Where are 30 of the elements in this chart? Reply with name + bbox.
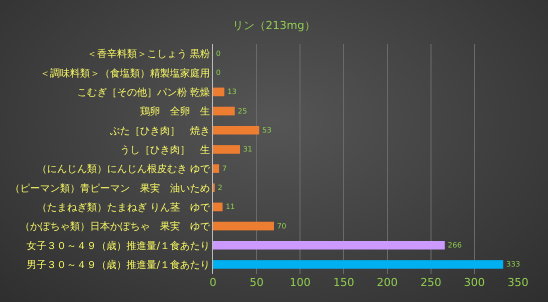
y-tick-label: うし［ひき肉］ 生: [120, 144, 210, 156]
x-tick-label: 250: [420, 276, 442, 289]
bar: [213, 88, 224, 96]
x-tick-label: 50: [250, 276, 264, 289]
bar: [213, 106, 235, 116]
bar: [213, 126, 260, 135]
bar: [213, 202, 223, 212]
bar: [213, 260, 504, 269]
y-tick-label: （にんじん類）にんじん根皮むき ゆで: [36, 163, 211, 176]
y-tick-label: 男子３０～４９（歳）推進量/１食あたり: [26, 258, 210, 271]
x-tick-label: 100: [290, 276, 311, 289]
chart-title: リン（213mg）: [232, 18, 316, 32]
y-tick-label: ＜調味料類＞（食塩類）精製塩家庭用: [40, 67, 210, 80]
x-tick-label: 150: [333, 276, 354, 289]
y-tick-label: （かぼちゃ類）日本かぼちゃ 果実 ゆで: [20, 220, 211, 233]
x-tick-label: 0: [210, 276, 216, 289]
y-tick-label: 女子３０～４９（歳）推進量/１食あたり: [26, 240, 210, 252]
x-tick-label: 350: [508, 276, 528, 289]
y-tick-label: （ピーマン類）青ピーマン 果実 油いため: [10, 182, 210, 194]
x-tick-label: 200: [376, 276, 398, 289]
y-tick-label: こむぎ［その他］パン粉 乾燥: [76, 86, 210, 98]
x-tick-label: 300: [464, 276, 485, 289]
bar: [213, 240, 445, 250]
y-tick-label: ＜香辛料類＞こしょう 黒粉: [86, 48, 210, 60]
y-tick-label: （たまねぎ類）たまねぎ りん茎 ゆで: [36, 201, 211, 214]
bar: [213, 145, 240, 154]
y-tick-label: 鶏卵 全卵 生: [140, 106, 210, 118]
bar: [213, 164, 220, 173]
bar: [213, 222, 274, 230]
y-tick-label: ぶた［ひき肉］ 焼き: [110, 124, 210, 137]
